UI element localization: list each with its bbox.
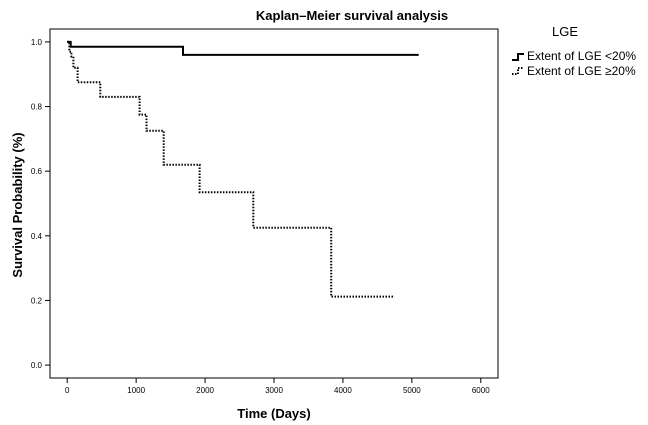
y-tick-label: 1.0 (31, 38, 43, 47)
survival-curve-ge20 (67, 40, 395, 298)
y-tick-label: 0.6 (31, 167, 43, 176)
x-tick-label: 2000 (196, 386, 214, 395)
x-tick-label: 0 (65, 386, 70, 395)
plot-area-frame (49, 28, 499, 379)
legend-entry-ge20: Extent of LGE ≥20% (527, 64, 636, 78)
y-tick-label: 0.8 (31, 103, 43, 112)
x-axis: 0 1000 2000 3000 4000 5000 6000 (65, 378, 490, 395)
x-tick-label: 5000 (403, 386, 421, 395)
survival-curve-lt20 (67, 40, 419, 56)
x-axis-label: Time (Days) (237, 406, 310, 421)
y-tick-label: 0.4 (31, 232, 43, 241)
legend-entry-lt20: Extent of LGE <20% (527, 49, 636, 63)
legend: LGE Extent of LGE <20% Extent of LGE ≥20… (512, 24, 636, 78)
legend-swatch-solid (512, 53, 524, 61)
legend-title: LGE (552, 24, 578, 39)
y-axis: 0.0 0.2 0.4 0.6 0.8 1.0 (31, 38, 50, 370)
y-tick-label: 0.2 (31, 296, 43, 305)
x-tick-label: 4000 (334, 386, 352, 395)
x-tick-label: 3000 (265, 386, 283, 395)
y-axis-label: Survival Probability (%) (10, 132, 25, 277)
chart-title: Kaplan–Meier survival analysis (256, 8, 448, 23)
x-tick-label: 1000 (127, 386, 145, 395)
x-tick-label: 6000 (472, 386, 490, 395)
series-layer (67, 40, 419, 298)
y-tick-label: 0.0 (31, 361, 43, 370)
legend-swatch-dotted (512, 67, 524, 75)
